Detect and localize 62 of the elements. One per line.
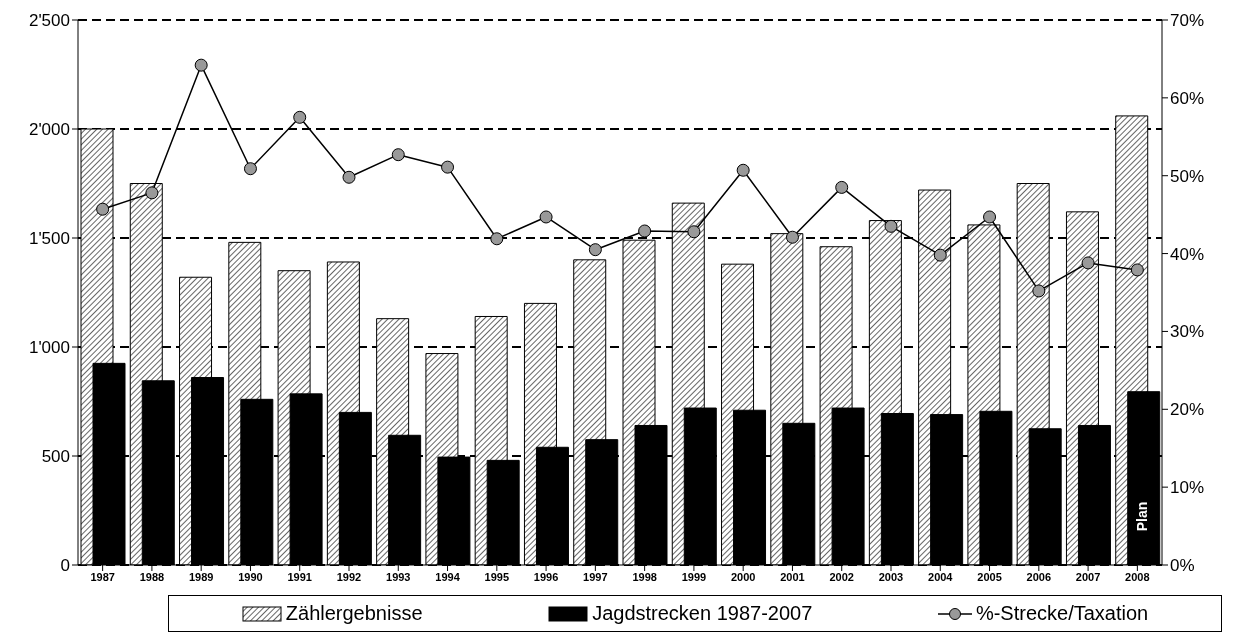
legend-label: Zählergebnisse [285, 602, 423, 625]
y2-tick-label: 10% [1170, 478, 1205, 498]
point [1081, 256, 1095, 270]
y2-tick-label: 30% [1170, 322, 1205, 342]
x-tick-label: 1996 [533, 570, 559, 583]
x-tick-label: 1993 [386, 570, 411, 583]
point [785, 230, 799, 244]
point [293, 110, 307, 124]
x-tick-label: 2003 [878, 570, 904, 583]
point [96, 202, 110, 216]
point [687, 225, 701, 239]
x-tick-label: 1995 [484, 570, 510, 583]
point [1032, 284, 1046, 298]
y-tick-label: 0 [60, 556, 70, 576]
point [441, 160, 455, 174]
point [1130, 263, 1144, 277]
point [194, 58, 208, 72]
point [736, 163, 750, 177]
x-tick-label: 1992 [336, 570, 362, 583]
point [539, 210, 553, 224]
point [884, 219, 898, 233]
point [342, 170, 356, 184]
x-tick-label: 2000 [730, 570, 756, 583]
legend-label: %-Strecke/Taxation [975, 602, 1149, 625]
y-tick-label: 2'500 [28, 11, 70, 31]
y-tick-label: 1'500 [28, 229, 70, 249]
x-tick-label: 1999 [681, 570, 707, 583]
x-tick-label: 2004 [928, 570, 954, 583]
point [145, 186, 159, 200]
y2-tick-label: 0% [1170, 556, 1195, 576]
x-tick-label: 2006 [1026, 570, 1052, 583]
point [983, 210, 997, 224]
y-tick-label: 1'000 [28, 338, 70, 358]
x-tick-label: 1998 [632, 570, 657, 583]
y2-tick-label: 70% [1170, 11, 1205, 31]
y2-tick-label: 20% [1170, 400, 1205, 420]
x-tick-label: 1991 [287, 570, 312, 583]
x-tick-label: 1997 [583, 570, 608, 583]
point [243, 162, 257, 176]
point [391, 148, 405, 162]
x-tick-label: 2002 [829, 570, 854, 583]
x-tick-label: 2008 [1125, 570, 1150, 583]
point [835, 180, 849, 194]
y2-tick-label: 40% [1170, 244, 1205, 264]
x-tick-label: 2001 [780, 570, 805, 583]
legend-label: Jagdstrecken 1987-2007 [592, 602, 813, 625]
point [933, 248, 947, 262]
point [638, 224, 652, 238]
x-tick-label: 1994 [435, 570, 461, 583]
y-tick-label: 2'000 [28, 120, 70, 140]
y2-tick-label: 60% [1170, 88, 1205, 108]
x-tick-label: 1990 [238, 570, 263, 583]
point [588, 243, 602, 257]
y2-tick-label: 50% [1170, 166, 1205, 186]
x-tick-label: 1987 [90, 570, 115, 583]
x-tick-label: 1988 [139, 570, 165, 583]
x-tick-label: 2007 [1075, 570, 1101, 583]
y-tick-label: 500 [41, 447, 70, 467]
x-tick-label: 2005 [977, 570, 1002, 583]
x-tick-label: 1989 [188, 570, 214, 583]
point [490, 232, 504, 246]
annotation: Plan [1134, 501, 1151, 532]
